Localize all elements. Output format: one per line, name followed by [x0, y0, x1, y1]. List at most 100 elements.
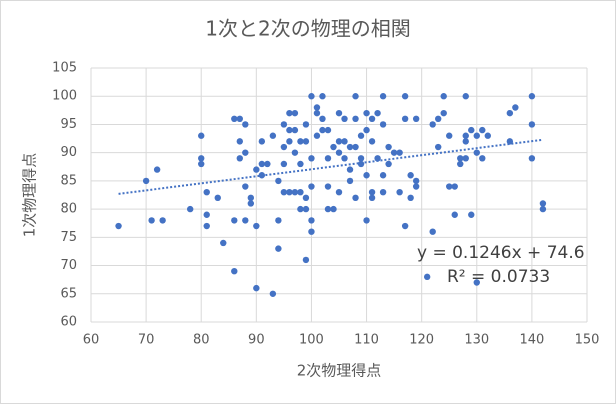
y-tick-label: 105 — [52, 61, 77, 76]
point — [401, 115, 409, 123]
point — [313, 104, 321, 111]
point — [396, 149, 403, 156]
trendline-r2: R² = 0.0733 — [447, 267, 550, 287]
point — [440, 109, 447, 117]
point — [302, 138, 310, 145]
point — [324, 155, 332, 162]
y-tick-label: 60 — [60, 315, 77, 330]
point — [335, 149, 343, 156]
point — [506, 109, 514, 117]
point — [330, 143, 337, 151]
point — [203, 188, 210, 196]
point — [280, 121, 288, 128]
x-tick-label: 130 — [464, 333, 489, 348]
x-tick-label: 110 — [354, 333, 379, 348]
point — [330, 205, 337, 213]
point — [468, 126, 475, 134]
point — [412, 183, 420, 190]
point — [242, 149, 249, 156]
point — [198, 155, 205, 162]
point — [473, 149, 480, 156]
point — [291, 109, 299, 117]
point — [231, 268, 238, 275]
point — [308, 228, 315, 235]
point — [479, 155, 486, 162]
point — [368, 115, 376, 123]
point — [319, 115, 326, 123]
point — [352, 93, 359, 100]
y-tick-label: 90 — [60, 145, 77, 160]
point — [198, 160, 205, 168]
point — [242, 183, 249, 190]
point — [302, 205, 310, 213]
point — [291, 126, 299, 134]
point — [346, 177, 354, 185]
point — [258, 160, 266, 168]
point — [269, 290, 277, 297]
point — [308, 155, 315, 162]
point — [236, 138, 243, 145]
point — [269, 132, 277, 139]
point — [462, 93, 469, 100]
point — [242, 121, 249, 128]
point — [275, 177, 282, 185]
point — [297, 160, 304, 168]
point — [374, 155, 381, 162]
x-tick-label: 60 — [83, 333, 100, 348]
point — [357, 132, 365, 139]
point — [512, 104, 519, 111]
point — [341, 155, 348, 162]
point — [401, 222, 409, 230]
point — [446, 183, 453, 190]
point — [451, 183, 458, 190]
point — [462, 138, 469, 145]
point — [429, 228, 436, 235]
point — [264, 160, 271, 168]
point — [236, 155, 243, 162]
point — [352, 115, 359, 123]
point — [539, 200, 547, 207]
y-tick-label: 65 — [60, 286, 77, 301]
point — [368, 138, 376, 145]
point — [374, 109, 381, 117]
point — [286, 138, 293, 145]
point — [319, 93, 326, 100]
point — [302, 121, 310, 128]
point — [341, 115, 348, 123]
point — [379, 188, 387, 196]
point — [253, 166, 260, 173]
y-tick-label: 75 — [60, 230, 77, 245]
point — [379, 121, 387, 128]
point — [352, 143, 359, 151]
point — [231, 115, 238, 123]
point — [341, 138, 348, 145]
point — [528, 93, 536, 100]
chart-title: 1次と2次の物理の相関 — [205, 17, 410, 41]
point — [462, 155, 469, 162]
point — [302, 256, 310, 264]
point — [435, 143, 442, 151]
y-tick-label: 70 — [60, 258, 77, 273]
point — [363, 109, 370, 117]
point — [528, 155, 536, 162]
point — [451, 211, 458, 218]
point — [308, 183, 315, 190]
point — [385, 143, 392, 151]
x-tick-label: 100 — [299, 333, 324, 348]
point — [159, 217, 166, 224]
point — [429, 121, 436, 128]
point — [280, 143, 288, 151]
point — [468, 211, 475, 218]
point — [275, 217, 282, 224]
point — [324, 205, 332, 213]
point — [390, 149, 398, 156]
point — [153, 166, 161, 173]
point — [291, 188, 299, 196]
point — [368, 194, 376, 202]
point — [357, 155, 365, 162]
point — [286, 109, 293, 117]
point — [231, 217, 238, 224]
point — [203, 222, 210, 230]
